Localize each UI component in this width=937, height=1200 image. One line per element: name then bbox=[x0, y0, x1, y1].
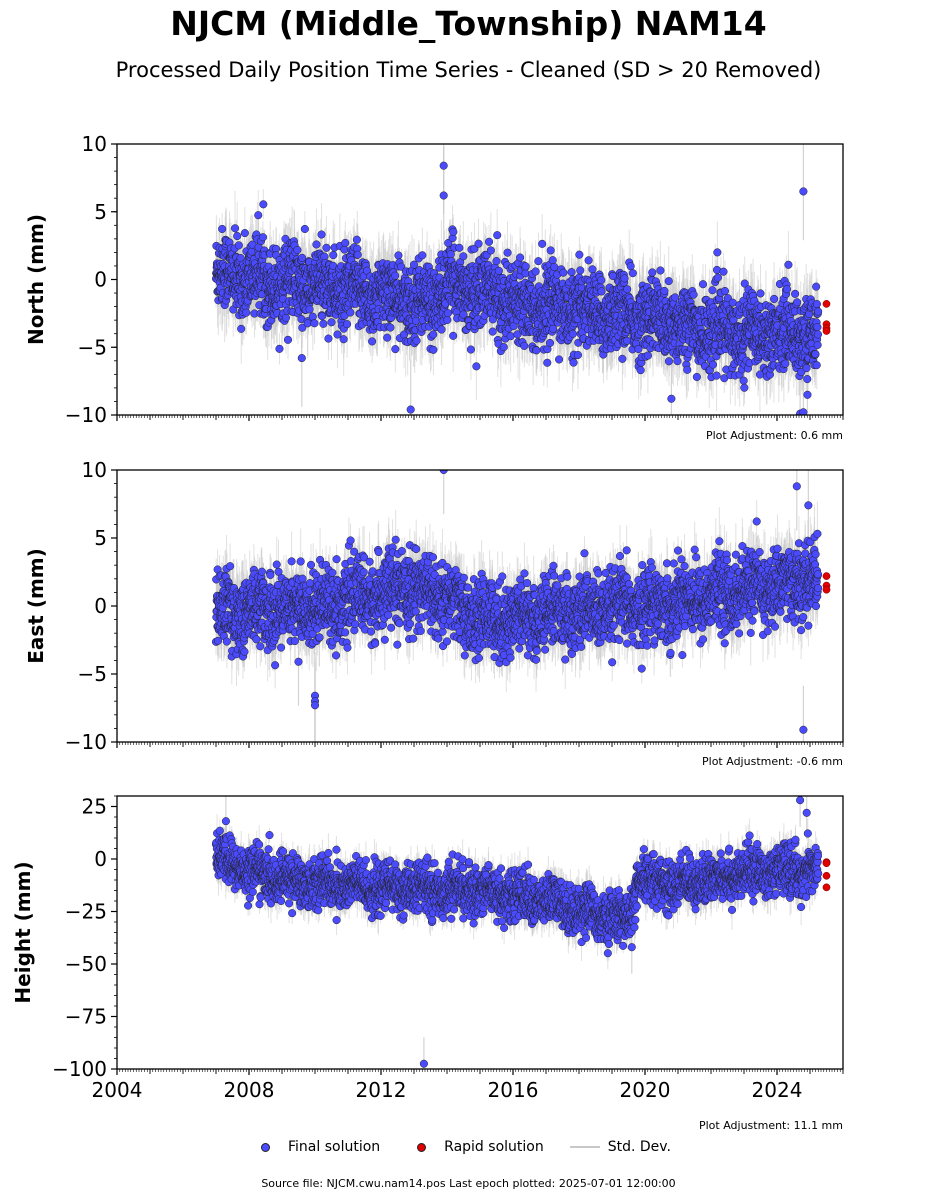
final-solution-point bbox=[443, 309, 452, 318]
final-solution-point bbox=[472, 362, 481, 371]
final-solution-point bbox=[300, 224, 309, 234]
final-solution-point bbox=[333, 330, 342, 339]
final-solution-point bbox=[492, 257, 501, 266]
final-solution-point bbox=[494, 266, 503, 275]
final-solution-point bbox=[298, 323, 307, 332]
final-solution-point bbox=[218, 224, 227, 234]
final-solution-point bbox=[455, 243, 464, 252]
final-solution-point bbox=[258, 233, 268, 242]
final-solution-point bbox=[493, 231, 502, 240]
final-solution-point bbox=[327, 318, 336, 327]
final-solution-point bbox=[397, 262, 406, 271]
final-solution-point bbox=[340, 245, 349, 254]
final-solution-point bbox=[341, 238, 350, 247]
final-solution-point bbox=[343, 320, 352, 329]
final-solution-point bbox=[506, 332, 515, 341]
chart-title: NJCM (Middle_Township) NAM14 bbox=[0, 4, 937, 43]
final-solution-point bbox=[386, 323, 395, 332]
final-solution-point bbox=[240, 229, 249, 238]
final-solution-point bbox=[474, 239, 483, 248]
final-solution-point bbox=[459, 252, 468, 261]
final-solution-point bbox=[429, 345, 438, 354]
final-solution-point bbox=[409, 260, 419, 269]
final-solution-point bbox=[449, 227, 458, 236]
final-solution-point bbox=[339, 335, 348, 344]
final-solution-point bbox=[312, 240, 321, 249]
final-solution-point bbox=[234, 241, 243, 250]
final-solution-point bbox=[247, 247, 256, 256]
final-solution-point bbox=[485, 237, 494, 246]
final-solution-point bbox=[443, 315, 452, 325]
chart-subtitle: Processed Daily Position Time Series - C… bbox=[0, 58, 937, 82]
final-solution-point bbox=[449, 331, 458, 340]
final-solution-point bbox=[346, 308, 355, 317]
final-solution-point bbox=[383, 333, 392, 342]
final-solution-point bbox=[233, 231, 242, 241]
final-solution-point bbox=[394, 251, 403, 260]
final-solution-point bbox=[237, 324, 246, 333]
final-solution-point bbox=[259, 200, 268, 209]
final-solution-point bbox=[283, 335, 293, 344]
final-solution-point bbox=[499, 343, 508, 352]
final-solution-point bbox=[466, 345, 475, 354]
final-solution-point bbox=[310, 319, 319, 328]
final-solution-point bbox=[318, 312, 327, 321]
final-solution-point bbox=[411, 316, 421, 325]
final-solution-point bbox=[488, 327, 497, 336]
final-solution-point bbox=[317, 230, 326, 239]
final-solution-point bbox=[275, 344, 284, 353]
final-solution-point bbox=[298, 253, 307, 262]
final-solution-point bbox=[391, 345, 400, 354]
final-solution-point bbox=[391, 271, 400, 280]
final-solution-point bbox=[324, 334, 333, 343]
final-solution-point bbox=[293, 245, 302, 255]
final-solution-point bbox=[418, 251, 427, 260]
final-solution-point bbox=[230, 224, 240, 233]
final-solution-point bbox=[329, 250, 338, 260]
final-solution-point bbox=[281, 313, 291, 322]
final-solution-point bbox=[353, 250, 362, 259]
final-solution-point bbox=[437, 325, 446, 334]
final-solution-point bbox=[319, 319, 328, 328]
final-solution-point bbox=[503, 248, 512, 257]
final-solution-point bbox=[242, 308, 251, 317]
final-solution-point bbox=[429, 330, 438, 339]
final-solution-point bbox=[305, 305, 314, 314]
final-solution-point bbox=[486, 246, 495, 255]
plot-area-0 bbox=[211, 144, 831, 415]
final-solution-point bbox=[368, 337, 377, 346]
final-solution-point bbox=[254, 211, 263, 220]
final-solution-point bbox=[352, 235, 361, 244]
final-solution-point bbox=[412, 336, 421, 345]
final-solution-point bbox=[459, 310, 468, 319]
final-solution-point bbox=[303, 319, 312, 328]
final-solution-point bbox=[322, 243, 331, 252]
